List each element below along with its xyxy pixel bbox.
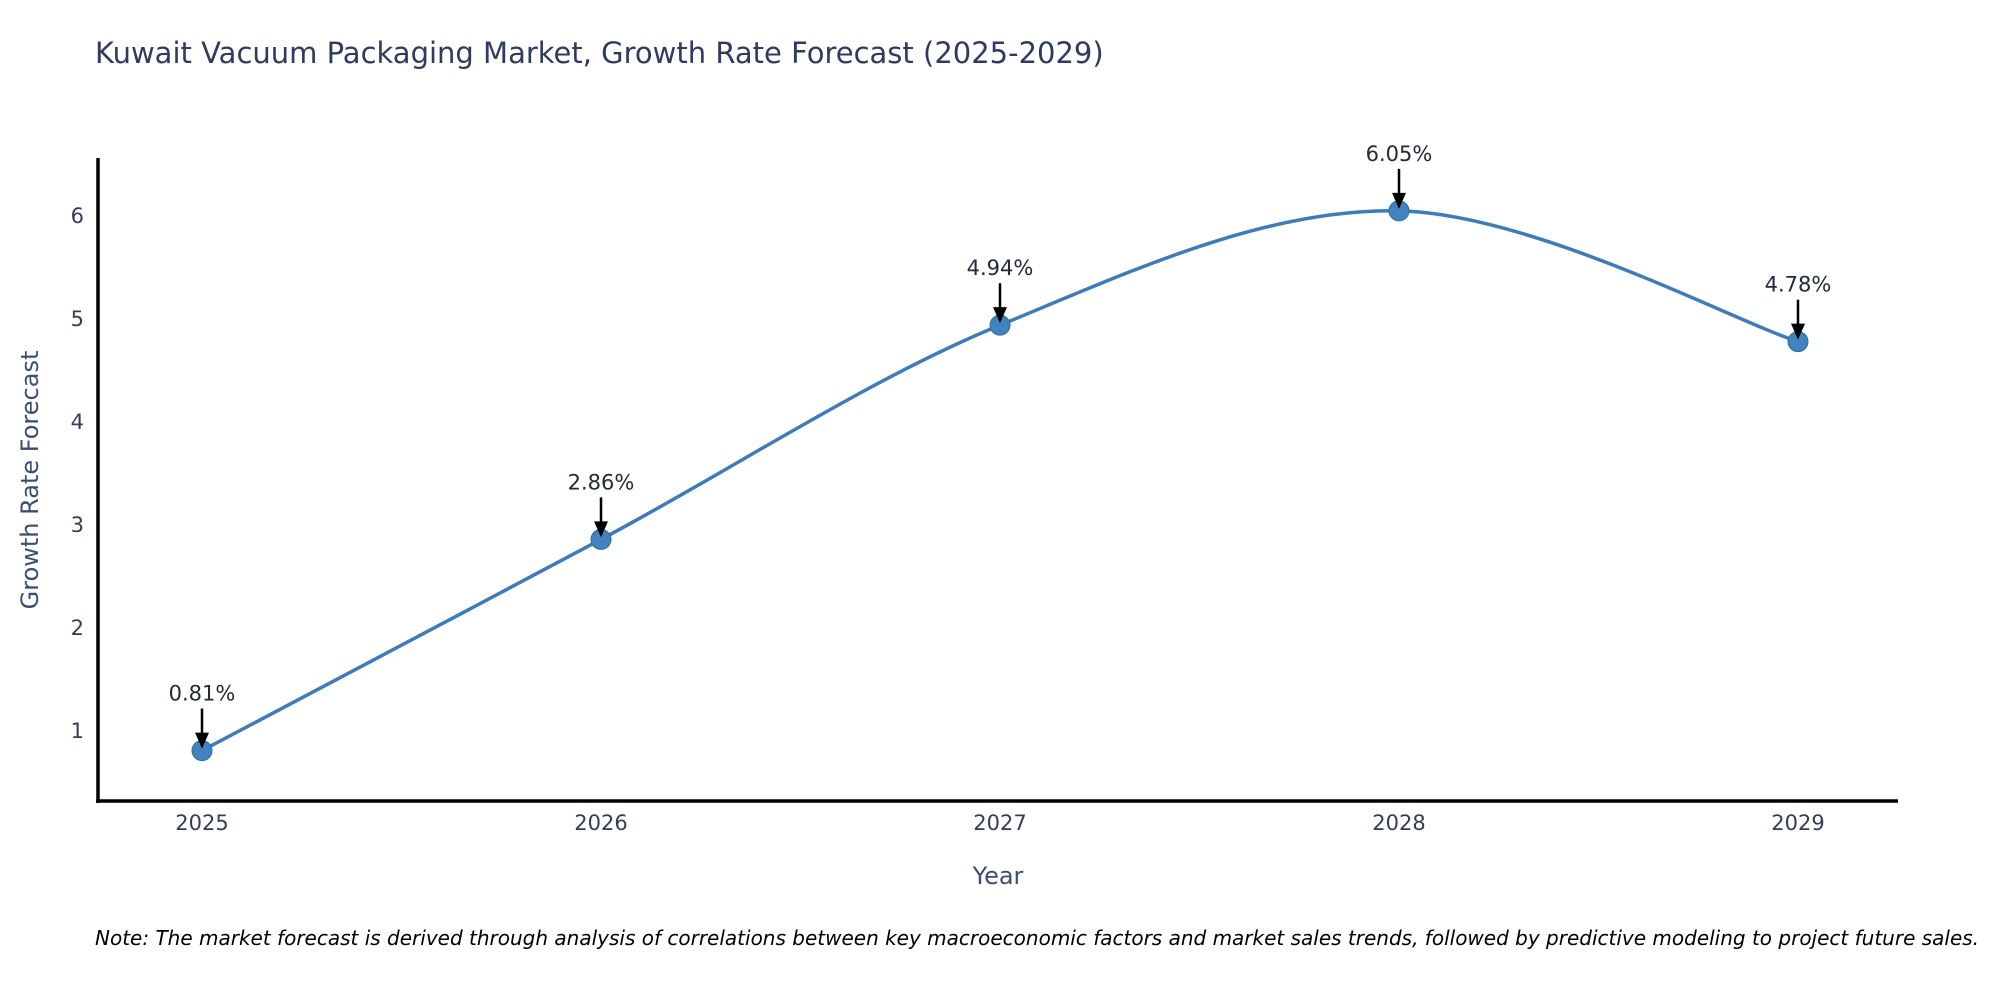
x-tick-label: 2029: [1771, 811, 1824, 835]
y-tick-label: 5: [71, 307, 84, 331]
data-point-label: 6.05%: [1366, 142, 1433, 166]
annotation-arrow-head: [1392, 192, 1406, 209]
y-axis-title: Growth Rate Forecast: [16, 350, 44, 610]
x-axis-title: Year: [972, 862, 1024, 890]
y-tick-label: 4: [71, 410, 84, 434]
chart-title: Kuwait Vacuum Packaging Market, Growth R…: [95, 36, 1104, 70]
x-tick-label: 2026: [574, 811, 627, 835]
data-point-label: 2.86%: [568, 470, 635, 494]
annotation-arrow-head: [993, 307, 1007, 324]
annotation-arrow-head: [1791, 323, 1805, 340]
data-point-label: 4.78%: [1765, 273, 1832, 297]
data-point-label: 0.81%: [169, 682, 236, 706]
y-tick-label: 3: [71, 513, 84, 537]
y-tick-label: 6: [71, 204, 84, 228]
annotation-arrow-head: [195, 732, 209, 749]
x-tick-label: 2028: [1372, 811, 1425, 835]
x-tick-label: 2025: [175, 811, 228, 835]
y-tick-label: 2: [71, 616, 84, 640]
chart-footnote: Note: The market forecast is derived thr…: [95, 926, 1980, 950]
data-point-label: 4.94%: [967, 256, 1034, 280]
y-tick-label: 1: [71, 719, 84, 743]
annotation-arrow-head: [594, 521, 608, 538]
x-tick-label: 2027: [973, 811, 1026, 835]
